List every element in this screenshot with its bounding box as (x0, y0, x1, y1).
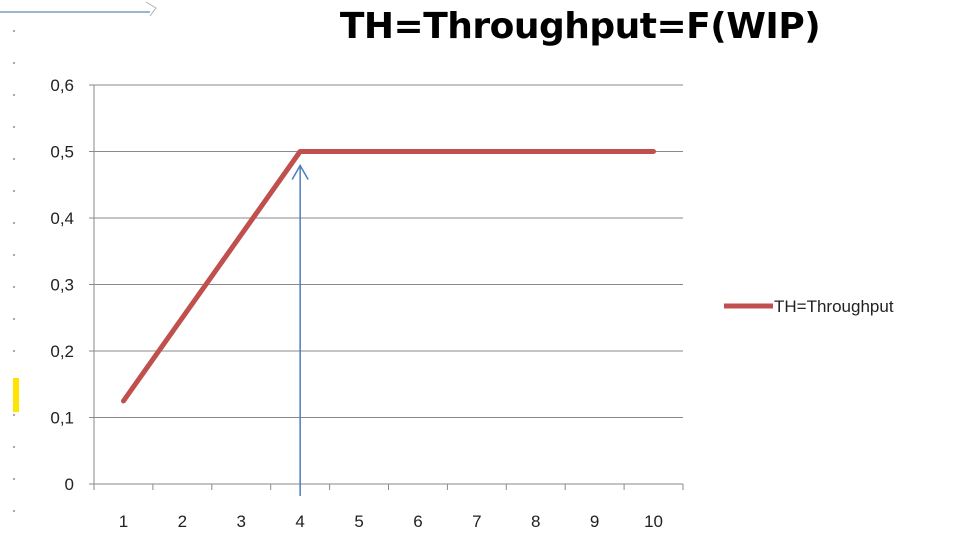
x-tick-labels: 1 2 3 4 5 6 7 8 9 10 (119, 512, 663, 531)
series-group (121, 149, 656, 404)
x-tick-label: 9 (590, 512, 599, 531)
x-tick-label: 1 (119, 512, 128, 531)
grid (94, 84, 683, 418)
x-tick-label: 6 (413, 512, 422, 531)
x-tick-label: 10 (644, 512, 663, 531)
x-tick-label: 7 (472, 512, 481, 531)
axes (89, 84, 684, 490)
x-tick-label: 8 (531, 512, 540, 531)
x-tick-label: 4 (295, 512, 304, 531)
left-edge-decoration (13, 30, 19, 530)
y-tick-label: 0,2 (50, 342, 74, 361)
annotation-group (291, 163, 309, 496)
x-tick-label: 2 (178, 512, 187, 531)
legend-label: TH=Throughput (774, 297, 894, 316)
y-tick-label: 0,6 (50, 76, 74, 95)
chart-title: TH=Throughput=F(WIP) (339, 6, 821, 47)
x-tick-label: 3 (237, 512, 246, 531)
legend: TH=Throughput (724, 297, 894, 316)
y-tick-label: 0,4 (50, 209, 74, 228)
y-tick-label: 0,3 (50, 276, 74, 295)
annotation-arrow-head (291, 163, 309, 180)
y-tick-label: 0 (65, 475, 74, 494)
series-line (121, 149, 656, 404)
y-tick-labels: 0 0,1 0,2 0,3 0,4 0,5 0,6 (50, 76, 74, 494)
top-left-decoration (0, 1, 157, 17)
x-tick-label: 5 (354, 512, 363, 531)
y-tick-label: 0,1 (50, 409, 74, 428)
y-tick-label: 0,5 (50, 143, 74, 162)
